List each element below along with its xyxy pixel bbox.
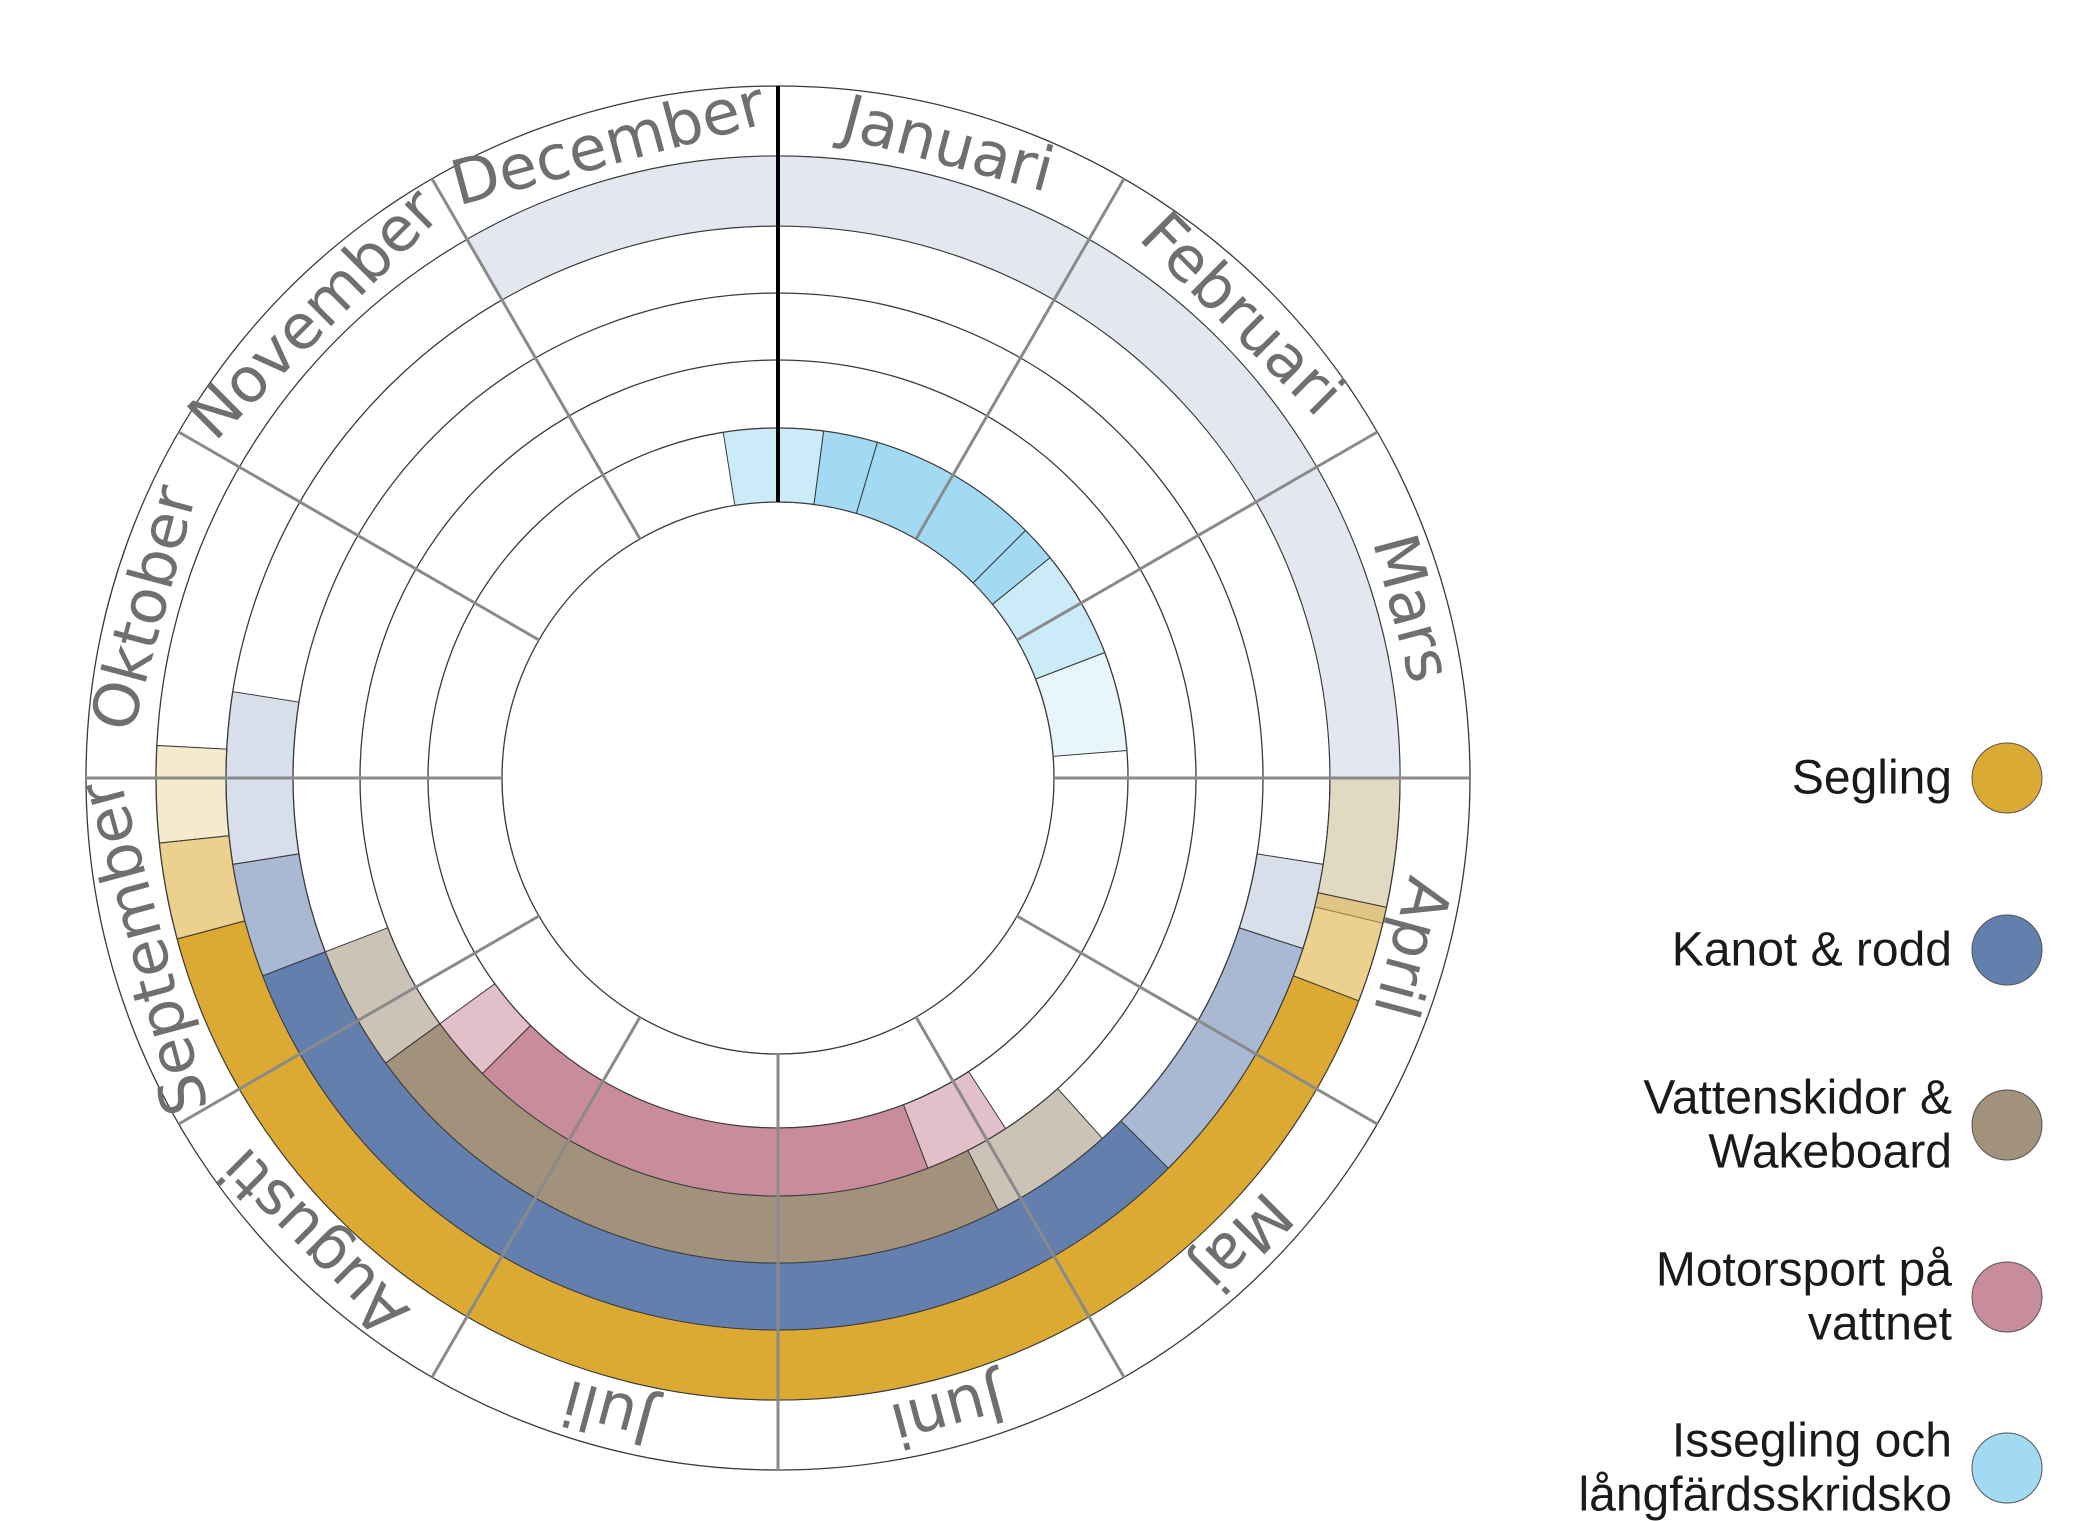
segment-issegling-och-l-ngf-rdsskridsko bbox=[1035, 651, 1128, 757]
legend-swatch bbox=[1971, 742, 2043, 814]
segment-issegling-och-l-ngf-rdsskridsko bbox=[722, 427, 825, 506]
month-divider bbox=[177, 430, 540, 642]
legend-label: långfärdsskridsko bbox=[1579, 1469, 1953, 1521]
month-divider bbox=[914, 177, 1126, 540]
activity-segments bbox=[155, 155, 1401, 1401]
legend-label: Wakeboard bbox=[1708, 1126, 1952, 1179]
segment-vattenskidor-wakeboard bbox=[324, 927, 441, 1064]
segment-segling bbox=[1317, 777, 1401, 908]
month-dividers bbox=[86, 86, 1470, 1470]
legend-label: Issegling och bbox=[1672, 1415, 1952, 1468]
month-divider bbox=[430, 1016, 642, 1379]
legend-label: vattnet bbox=[1808, 1298, 1952, 1351]
segment-segling bbox=[155, 744, 230, 844]
legend-label: Segling bbox=[1792, 752, 1952, 805]
legend-swatch bbox=[1971, 1261, 2043, 1333]
legend-swatch bbox=[1971, 914, 2043, 986]
legend: Segling Kanot & rodd Vattenskidor &Wakeboa… bbox=[1579, 742, 2043, 1521]
legend-swatch bbox=[1971, 1432, 2043, 1504]
month-divider bbox=[177, 914, 540, 1126]
month-divider bbox=[1016, 430, 1379, 642]
legend-label: Kanot & rodd bbox=[1672, 924, 1952, 977]
legend-label: Motorsport på bbox=[1656, 1244, 1952, 1297]
legend-label: Vattenskidor & bbox=[1643, 1072, 1952, 1125]
month-divider bbox=[430, 177, 642, 540]
segment-motorsport-p-vattnet bbox=[439, 983, 532, 1075]
month-divider bbox=[914, 1016, 1126, 1379]
month-divider bbox=[1016, 914, 1379, 1126]
legend-swatch bbox=[1971, 1089, 2043, 1161]
